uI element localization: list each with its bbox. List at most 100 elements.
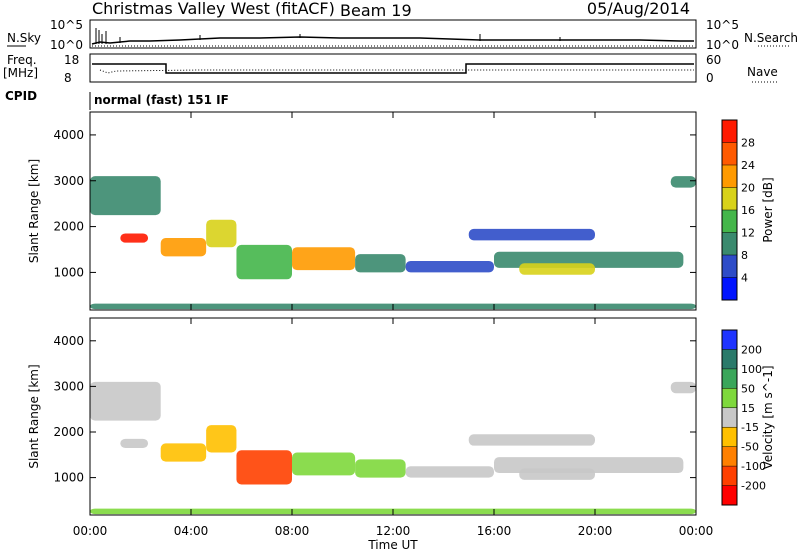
data-band: [236, 244, 292, 280]
colorbar-tick-label: 16: [741, 204, 755, 217]
freq-frame: [89, 53, 697, 83]
colorbar-tick-label: -50: [741, 441, 759, 454]
x-tick-label: 00:00: [73, 524, 108, 538]
freq-tick-top: 18: [64, 53, 79, 67]
velocity-panel: 1000 2000 3000 4000 00:00 04:00 08:00 12:00 16:0…: [27, 317, 775, 538]
nsky-strip: N.Sky 10^5 10^0 10^5 10^0 N.Search: [7, 18, 798, 52]
data-band: [519, 263, 595, 275]
data-band: [120, 233, 149, 243]
colorbar-tick-label: 50: [741, 382, 755, 395]
date-label: 05/Aug/2014: [587, 0, 690, 18]
panel-frame: [89, 111, 697, 311]
data-band: [160, 443, 207, 462]
cpid-program: normal (fast) 151 IF: [94, 93, 229, 107]
x-tick-label: 08:00: [275, 524, 310, 538]
nsky-spikes: [95, 28, 561, 44]
x-tick-label: 16:00: [477, 524, 512, 538]
y-tick-label: 1000: [53, 265, 84, 279]
data-band: [519, 468, 595, 480]
colorbar-tick-label: -200: [741, 480, 766, 493]
colorbar-segment: [722, 368, 737, 389]
nsky-frame: [89, 19, 697, 49]
nave-label: Nave: [747, 65, 778, 79]
colorbar-tick-label: 15: [741, 402, 755, 415]
colorbar-tick-label: 200: [741, 343, 762, 356]
colorbar-tick-label: 20: [741, 182, 755, 195]
panel-frame: [89, 317, 697, 516]
colorbar-segment: [722, 427, 737, 447]
y-tick-label: 3000: [53, 174, 84, 188]
colorbar-segment: [722, 330, 737, 350]
beam-label: Beam 19: [340, 1, 412, 20]
data-band: [120, 438, 149, 448]
data-band: [206, 425, 237, 453]
nsky-left-tick-bottom: 10^0: [50, 38, 83, 52]
nave-tick-top: 60: [706, 53, 721, 67]
colorbar-title: Power [dB]: [761, 177, 775, 242]
colorbar-segment: [722, 187, 737, 210]
colorbar-segment: [722, 142, 737, 165]
nave-tick-bottom: 0: [706, 71, 714, 85]
data-band: [206, 219, 237, 248]
colorbar-tick-label: -100: [741, 460, 766, 473]
x-axis-title: Time UT: [367, 538, 418, 552]
data-band: [468, 228, 595, 241]
x-tick-label: 12:00: [376, 524, 411, 538]
nsearch-label: N.Search: [744, 31, 798, 45]
colorbar-tick-label: 12: [741, 227, 755, 240]
data-band: [670, 381, 696, 394]
data-band: [236, 450, 292, 485]
colorbar-segment: [722, 232, 737, 255]
freq-label: Freq.: [7, 53, 37, 67]
data-band: [670, 176, 696, 188]
y-tick-label: 4000: [53, 128, 84, 142]
colorbar-tick-label: -15: [741, 421, 759, 434]
power-panel: 1000 2000 3000 4000 Slant Range [km] 4 8 12 16 20…: [27, 111, 775, 311]
x-tick-label: 20:00: [578, 524, 613, 538]
y-axis-title: Slant Range [km]: [27, 159, 41, 263]
colorbar-frame: [721, 329, 738, 506]
colorbar-segment: [722, 388, 737, 408]
y-tick-label: 2000: [53, 220, 84, 234]
colorbar-segment: [722, 165, 737, 188]
x-tick-label: 04:00: [174, 524, 209, 538]
nsky-trace: [91, 36, 694, 45]
colorbar-tick-label: 24: [741, 159, 755, 172]
cpid-label: CPID: [5, 89, 37, 103]
nsky-left-tick-top: 10^5: [50, 18, 83, 32]
colorbar-segment: [722, 407, 737, 428]
colorbar-segment: [722, 255, 737, 278]
data-band: [355, 254, 406, 273]
nsky-right-tick-bottom: 10^0: [706, 38, 739, 52]
data-band: [355, 459, 406, 478]
data-band: [90, 176, 161, 216]
data-band: [292, 452, 356, 476]
y-axis-title: Slant Range [km]: [27, 364, 41, 468]
y-tick-label: 1000: [53, 471, 84, 485]
data-band: [90, 381, 161, 421]
colorbar-segment: [722, 277, 737, 300]
freq-unit-label: [MHz]: [3, 66, 38, 80]
colorbar-tick-label: 28: [741, 137, 755, 150]
colorbar-tick-label: 4: [741, 272, 748, 285]
colorbar-tick-label: 8: [741, 249, 748, 262]
x-tick-label: 00:00: [679, 524, 714, 538]
y-tick-label: 3000: [53, 379, 84, 393]
colorbar-title: Velocity [m s^-1]: [761, 365, 775, 469]
colorbar-segment: [722, 446, 737, 467]
colorbar-segment: [722, 466, 737, 486]
colorbar-segment: [722, 210, 737, 233]
colorbar-tick-label: 100: [741, 363, 762, 376]
nsky-right-tick-top: 10^5: [706, 18, 739, 32]
data-band: [160, 238, 207, 257]
y-tick-label: 2000: [53, 425, 84, 439]
freq-trace: [92, 63, 694, 74]
colorbar-segment: [722, 485, 737, 505]
colorbar-segment: [722, 349, 737, 369]
freq-strip: Freq. [MHz] 18 8 60 0 Nave: [3, 53, 778, 85]
data-band: [405, 260, 494, 273]
station-title: Christmas Valley West (fitACF): [92, 0, 335, 18]
data-band: [468, 434, 595, 446]
colorbar-segment: [722, 120, 737, 143]
